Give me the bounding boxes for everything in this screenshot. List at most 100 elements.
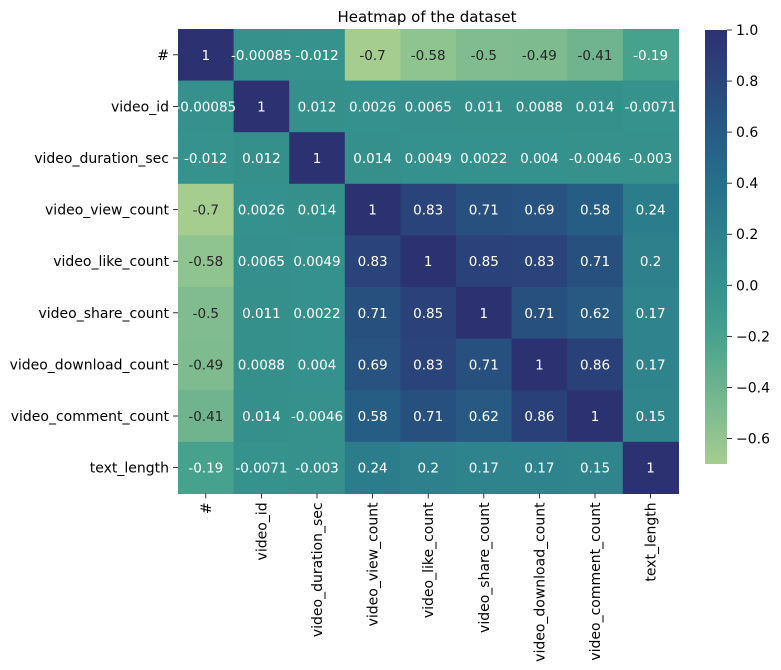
heatmap-cell — [622, 132, 679, 185]
heatmap-cell — [178, 80, 235, 133]
cell-value-label: -0.41 — [578, 48, 613, 64]
heatmap-cell — [567, 80, 624, 133]
cell-value-label: -0.00085 — [175, 99, 236, 115]
heatmap-cell — [344, 287, 401, 340]
cell-value-label: 0.83 — [358, 254, 388, 270]
x-axis-ticks: # video_id video_duration_sec video_view_co… — [199, 493, 660, 662]
cell-value-label: 0.24 — [358, 461, 388, 477]
heatmap-cell — [178, 29, 235, 82]
cell-value-label: 0.17 — [636, 357, 666, 373]
cell-value-label: -0.5 — [193, 306, 219, 322]
heatmap-cell — [622, 338, 679, 391]
cell-value-label: 0.012 — [242, 151, 281, 167]
heatmap-cell-labels: 1 -0.00085 -0.012 -0.7 -0.58 -0.5 -0.49 -0.41 -0… — [175, 48, 676, 477]
colorbar-tick-label: −0.4 — [736, 380, 770, 396]
cell-value-label: -0.0071 — [625, 99, 677, 115]
heatmap-cell — [456, 80, 513, 133]
cell-value-label: 0.014 — [353, 151, 392, 167]
cell-value-label: 0.83 — [524, 254, 554, 270]
heatmap-cell — [344, 390, 401, 443]
heatmap-cell — [567, 29, 624, 82]
y-tick-label: video_id — [111, 99, 169, 115]
heatmap-cell — [233, 287, 290, 340]
x-tick-label: video_duration_sec — [310, 502, 326, 637]
cell-value-label: 0.0065 — [405, 99, 452, 115]
y-tick-label: video_duration_sec — [34, 151, 169, 167]
cell-value-label: 1 — [424, 254, 433, 270]
heatmap-cell — [622, 390, 679, 443]
heatmap-cell — [400, 183, 457, 236]
heatmap-cell — [511, 80, 568, 133]
heatmap-cell — [178, 390, 235, 443]
chart-title: Heatmap of the dataset — [338, 8, 517, 26]
cell-value-label: 0.0088 — [238, 357, 285, 373]
heatmap-cell — [567, 287, 624, 340]
cell-value-label: 0.69 — [524, 203, 554, 219]
heatmap-cell — [511, 29, 568, 82]
cell-value-label: 0.0065 — [238, 254, 285, 270]
colorbar — [705, 30, 727, 464]
heatmap-cell — [289, 132, 346, 185]
heatmap-cell — [178, 183, 235, 236]
y-tick-label: video_like_count — [53, 254, 169, 270]
y-tick-label: text_length — [90, 461, 169, 477]
heatmap-cell — [622, 29, 679, 82]
heatmap-cell — [622, 183, 679, 236]
cell-value-label: 0.014 — [298, 203, 337, 219]
heatmap-cell — [511, 441, 568, 494]
heatmap-cell — [344, 441, 401, 494]
colorbar-tick-label: −0.2 — [736, 329, 770, 345]
cell-value-label: 0.86 — [524, 409, 554, 425]
cell-value-label: 0.83 — [413, 357, 443, 373]
colorbar-tick-label: 0.8 — [736, 74, 758, 90]
cell-value-label: 0.004 — [298, 357, 337, 373]
colorbar-tick-label: 0.4 — [736, 176, 758, 192]
heatmap-cell — [344, 338, 401, 391]
x-tick-label: video_comment_count — [588, 502, 604, 661]
cell-value-label: 0.86 — [580, 357, 610, 373]
cell-value-label: 0.71 — [524, 306, 554, 322]
cell-value-label: 1 — [313, 151, 322, 167]
heatmap-cell — [344, 29, 401, 82]
heatmap-cell — [567, 235, 624, 288]
cell-value-label: 1 — [591, 409, 600, 425]
heatmap-cell — [400, 287, 457, 340]
cell-value-label: 0.2 — [417, 461, 438, 477]
heatmap-cell — [289, 390, 346, 443]
colorbar-tick-label: 1.0 — [736, 23, 758, 39]
heatmap-cell — [567, 390, 624, 443]
cell-value-label: -0.49 — [188, 357, 223, 373]
cell-value-label: -0.00085 — [231, 48, 292, 64]
heatmap-cell — [233, 132, 290, 185]
cell-value-label: 1 — [646, 461, 655, 477]
x-tick-label: video_share_count — [477, 502, 493, 633]
cell-value-label: 0.0088 — [516, 99, 563, 115]
cell-value-label: 0.011 — [464, 99, 503, 115]
heatmap-cell — [567, 441, 624, 494]
heatmap-cell — [233, 390, 290, 443]
cell-value-label: -0.41 — [188, 409, 223, 425]
x-tick-label: video_view_count — [366, 502, 382, 626]
heatmap-cell — [456, 183, 513, 236]
cell-value-label: 0.58 — [358, 409, 388, 425]
heatmap-cell — [233, 441, 290, 494]
cell-value-label: -0.003 — [295, 461, 339, 477]
heatmap-cell — [344, 80, 401, 133]
cell-value-label: -0.49 — [522, 48, 557, 64]
colorbar-tick-label: 0.2 — [736, 227, 758, 243]
heatmap-cell — [233, 183, 290, 236]
heatmap-cell — [456, 441, 513, 494]
heatmap-cell — [289, 80, 346, 133]
cell-value-label: 0.24 — [636, 203, 666, 219]
y-tick-label: video_download_count — [10, 357, 170, 373]
cell-value-label: 0.62 — [469, 409, 499, 425]
cell-value-label: 1 — [535, 357, 544, 373]
cell-value-label: 0.15 — [580, 461, 610, 477]
cell-value-label: 0.58 — [580, 203, 610, 219]
heatmap-cell — [622, 235, 679, 288]
cell-value-label: 0.85 — [413, 306, 443, 322]
colorbar-tick-label: −0.6 — [736, 431, 770, 447]
heatmap-cells — [178, 29, 679, 494]
x-tick-label: video_like_count — [421, 502, 437, 618]
heatmap-cell — [233, 80, 290, 133]
